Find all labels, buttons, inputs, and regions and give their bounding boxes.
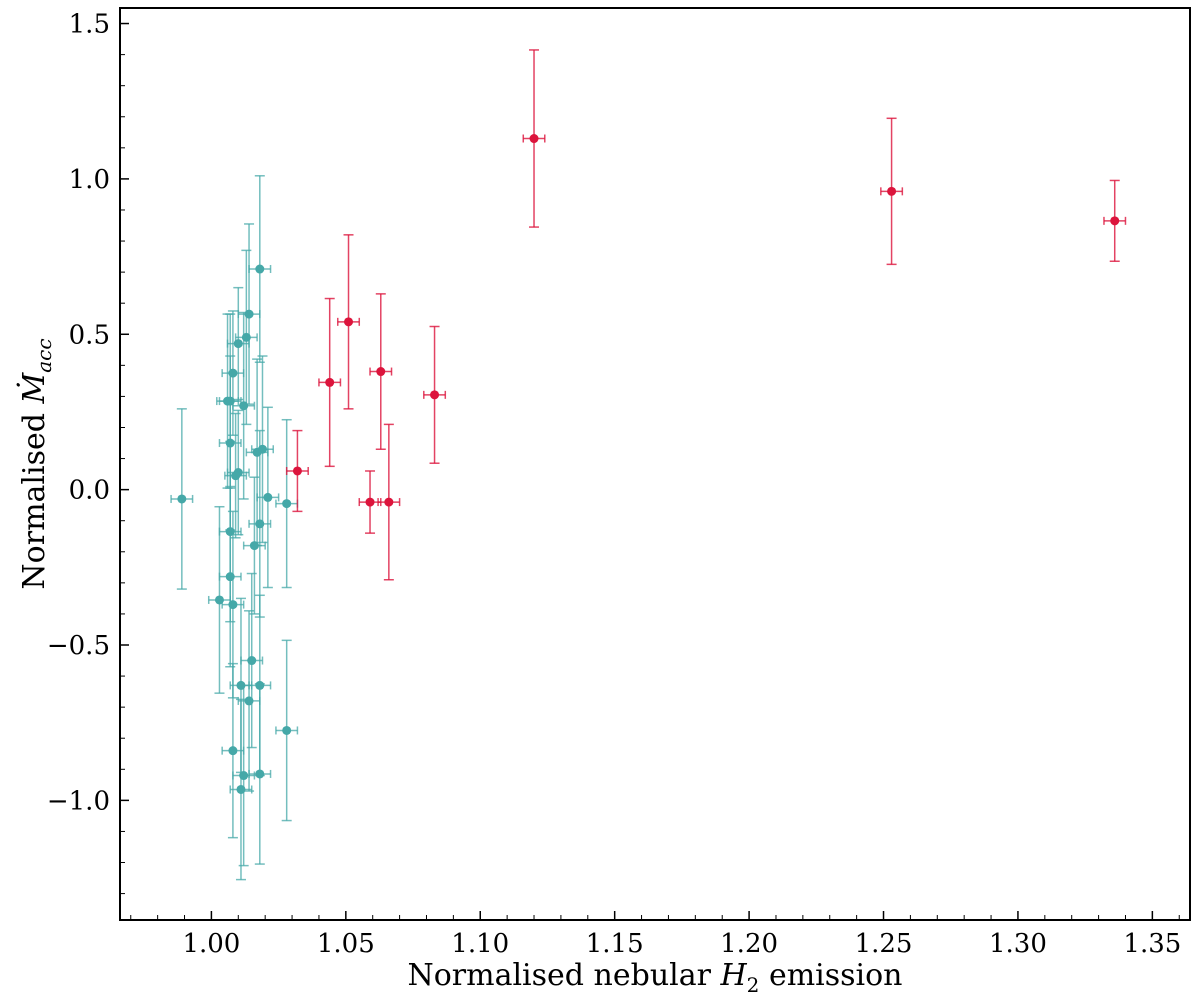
data-point (887, 186, 897, 196)
x-tick-label: 1.20 (720, 929, 778, 959)
y-tick-label: 1.5 (69, 10, 110, 40)
data-point (376, 367, 386, 377)
data-point (233, 339, 243, 349)
data-point (239, 401, 249, 411)
x-tick-label: 1.35 (1123, 929, 1181, 959)
data-point (255, 264, 265, 274)
data-point (325, 377, 335, 387)
axis-ticks: 1.00 1.05 1.10 1.15 1.20 1.25 1.30 1.35 1.5 1.0 0.… (47, 10, 1181, 959)
x-tick-label: 1.25 (855, 929, 913, 959)
data-point (244, 309, 254, 319)
data-point (236, 784, 246, 794)
data-point (292, 466, 302, 476)
data-point (228, 746, 238, 756)
error-bars (170, 49, 1127, 881)
data-point (282, 499, 292, 509)
y-tick-label: 0.5 (69, 320, 110, 350)
data-point (241, 332, 251, 342)
data-point (529, 134, 539, 144)
data-point (257, 444, 267, 454)
data-point (247, 656, 257, 666)
data-point (214, 595, 224, 605)
data-point (225, 438, 235, 448)
data-point (249, 541, 259, 551)
data-point (263, 492, 273, 502)
data-point (225, 396, 235, 406)
x-tick-label: 1.15 (586, 929, 644, 959)
x-axis-label: Normalised nebular H2 emission (407, 958, 902, 997)
data-point (225, 572, 235, 582)
x-tick-label: 1.05 (317, 929, 375, 959)
data-point (239, 771, 249, 781)
y-tick-label: −1.0 (47, 786, 110, 816)
data-point (255, 680, 265, 690)
y-axis-label: Normalised Ṁacc (16, 338, 56, 589)
data-point (282, 725, 292, 735)
data-point (1110, 216, 1120, 226)
y-tick-label: 0.0 (69, 476, 110, 506)
data-point (236, 680, 246, 690)
data-point (255, 519, 265, 529)
data-point (430, 390, 440, 400)
data-point (244, 696, 254, 706)
data-point (384, 497, 394, 507)
data-point (228, 600, 238, 610)
data-point (344, 317, 354, 327)
data-point (225, 527, 235, 537)
data-point (365, 497, 375, 507)
y-tick-label: 1.0 (69, 165, 110, 195)
x-tick-label: 1.00 (182, 929, 240, 959)
data-points (177, 134, 1120, 794)
data-point (255, 769, 265, 779)
data-point (228, 368, 238, 378)
data-point (231, 471, 241, 481)
x-tick-label: 1.10 (451, 929, 509, 959)
y-tick-label: −0.5 (47, 631, 110, 661)
data-point (177, 494, 187, 504)
plot-frame (119, 7, 1191, 921)
x-tick-label: 1.30 (989, 929, 1047, 959)
